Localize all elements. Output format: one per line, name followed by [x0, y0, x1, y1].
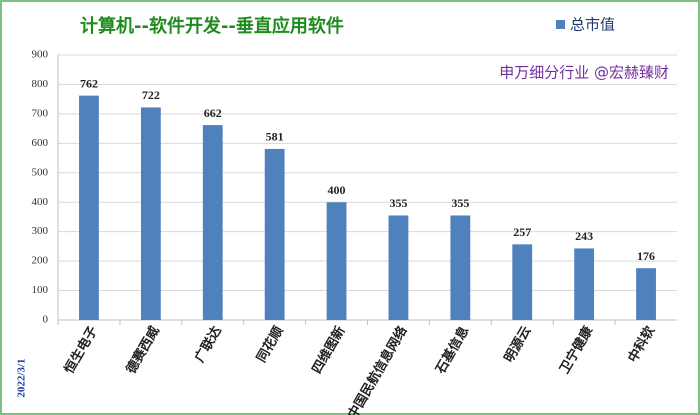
y-tick-label: 900 [32, 49, 49, 61]
data-label: 400 [328, 183, 346, 197]
y-tick-label: 800 [32, 78, 49, 90]
y-tick-label: 100 [32, 284, 49, 296]
data-label: 662 [204, 106, 222, 120]
bar [326, 202, 347, 320]
bar [512, 244, 533, 320]
data-label: 762 [80, 76, 98, 90]
data-label: 355 [451, 196, 469, 210]
bar [388, 215, 409, 320]
bar [264, 148, 285, 320]
data-label: 176 [637, 249, 655, 263]
y-tick-label: 300 [32, 225, 49, 237]
y-tick-label: 200 [32, 255, 49, 267]
annotation: 申万细分行业 @宏赫臻财 [499, 64, 669, 82]
data-label: 257 [513, 225, 531, 239]
bar [450, 215, 471, 320]
data-label: 722 [142, 88, 160, 102]
bar [79, 95, 99, 320]
y-tick-label: 500 [32, 166, 49, 178]
bar [636, 268, 656, 320]
y-tick-label: 400 [32, 196, 49, 208]
legend-label: 总市值 [570, 16, 615, 34]
y-tick-label: 600 [32, 137, 49, 149]
legend-swatch [556, 20, 565, 29]
y-tick-label: 0 [43, 314, 49, 326]
y-tick-label: 700 [32, 107, 49, 119]
data-label: 581 [266, 130, 284, 144]
bar [140, 107, 161, 321]
data-label: 243 [575, 229, 593, 243]
bar [202, 125, 223, 320]
date-label: 2022/3/1 [16, 358, 28, 397]
bar [574, 248, 595, 320]
chart-title: 计算机--软件开发--垂直应用软件 [80, 15, 344, 37]
data-label: 355 [389, 196, 407, 210]
